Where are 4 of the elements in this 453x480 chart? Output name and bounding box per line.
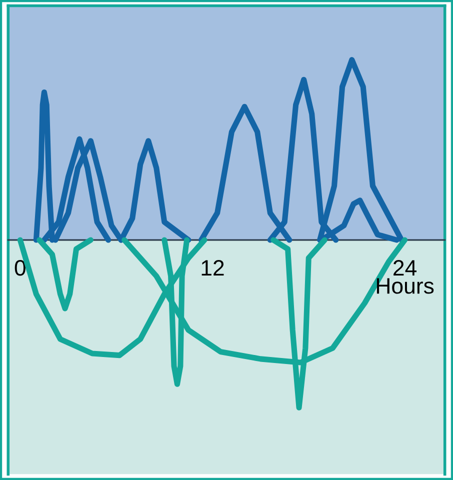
x-tick-label: 12 bbox=[202, 260, 224, 276]
x-tick-label: 0 bbox=[14, 260, 26, 276]
x-tick-label: 24 bbox=[394, 260, 416, 276]
x-axis-title: Hours bbox=[376, 278, 434, 294]
